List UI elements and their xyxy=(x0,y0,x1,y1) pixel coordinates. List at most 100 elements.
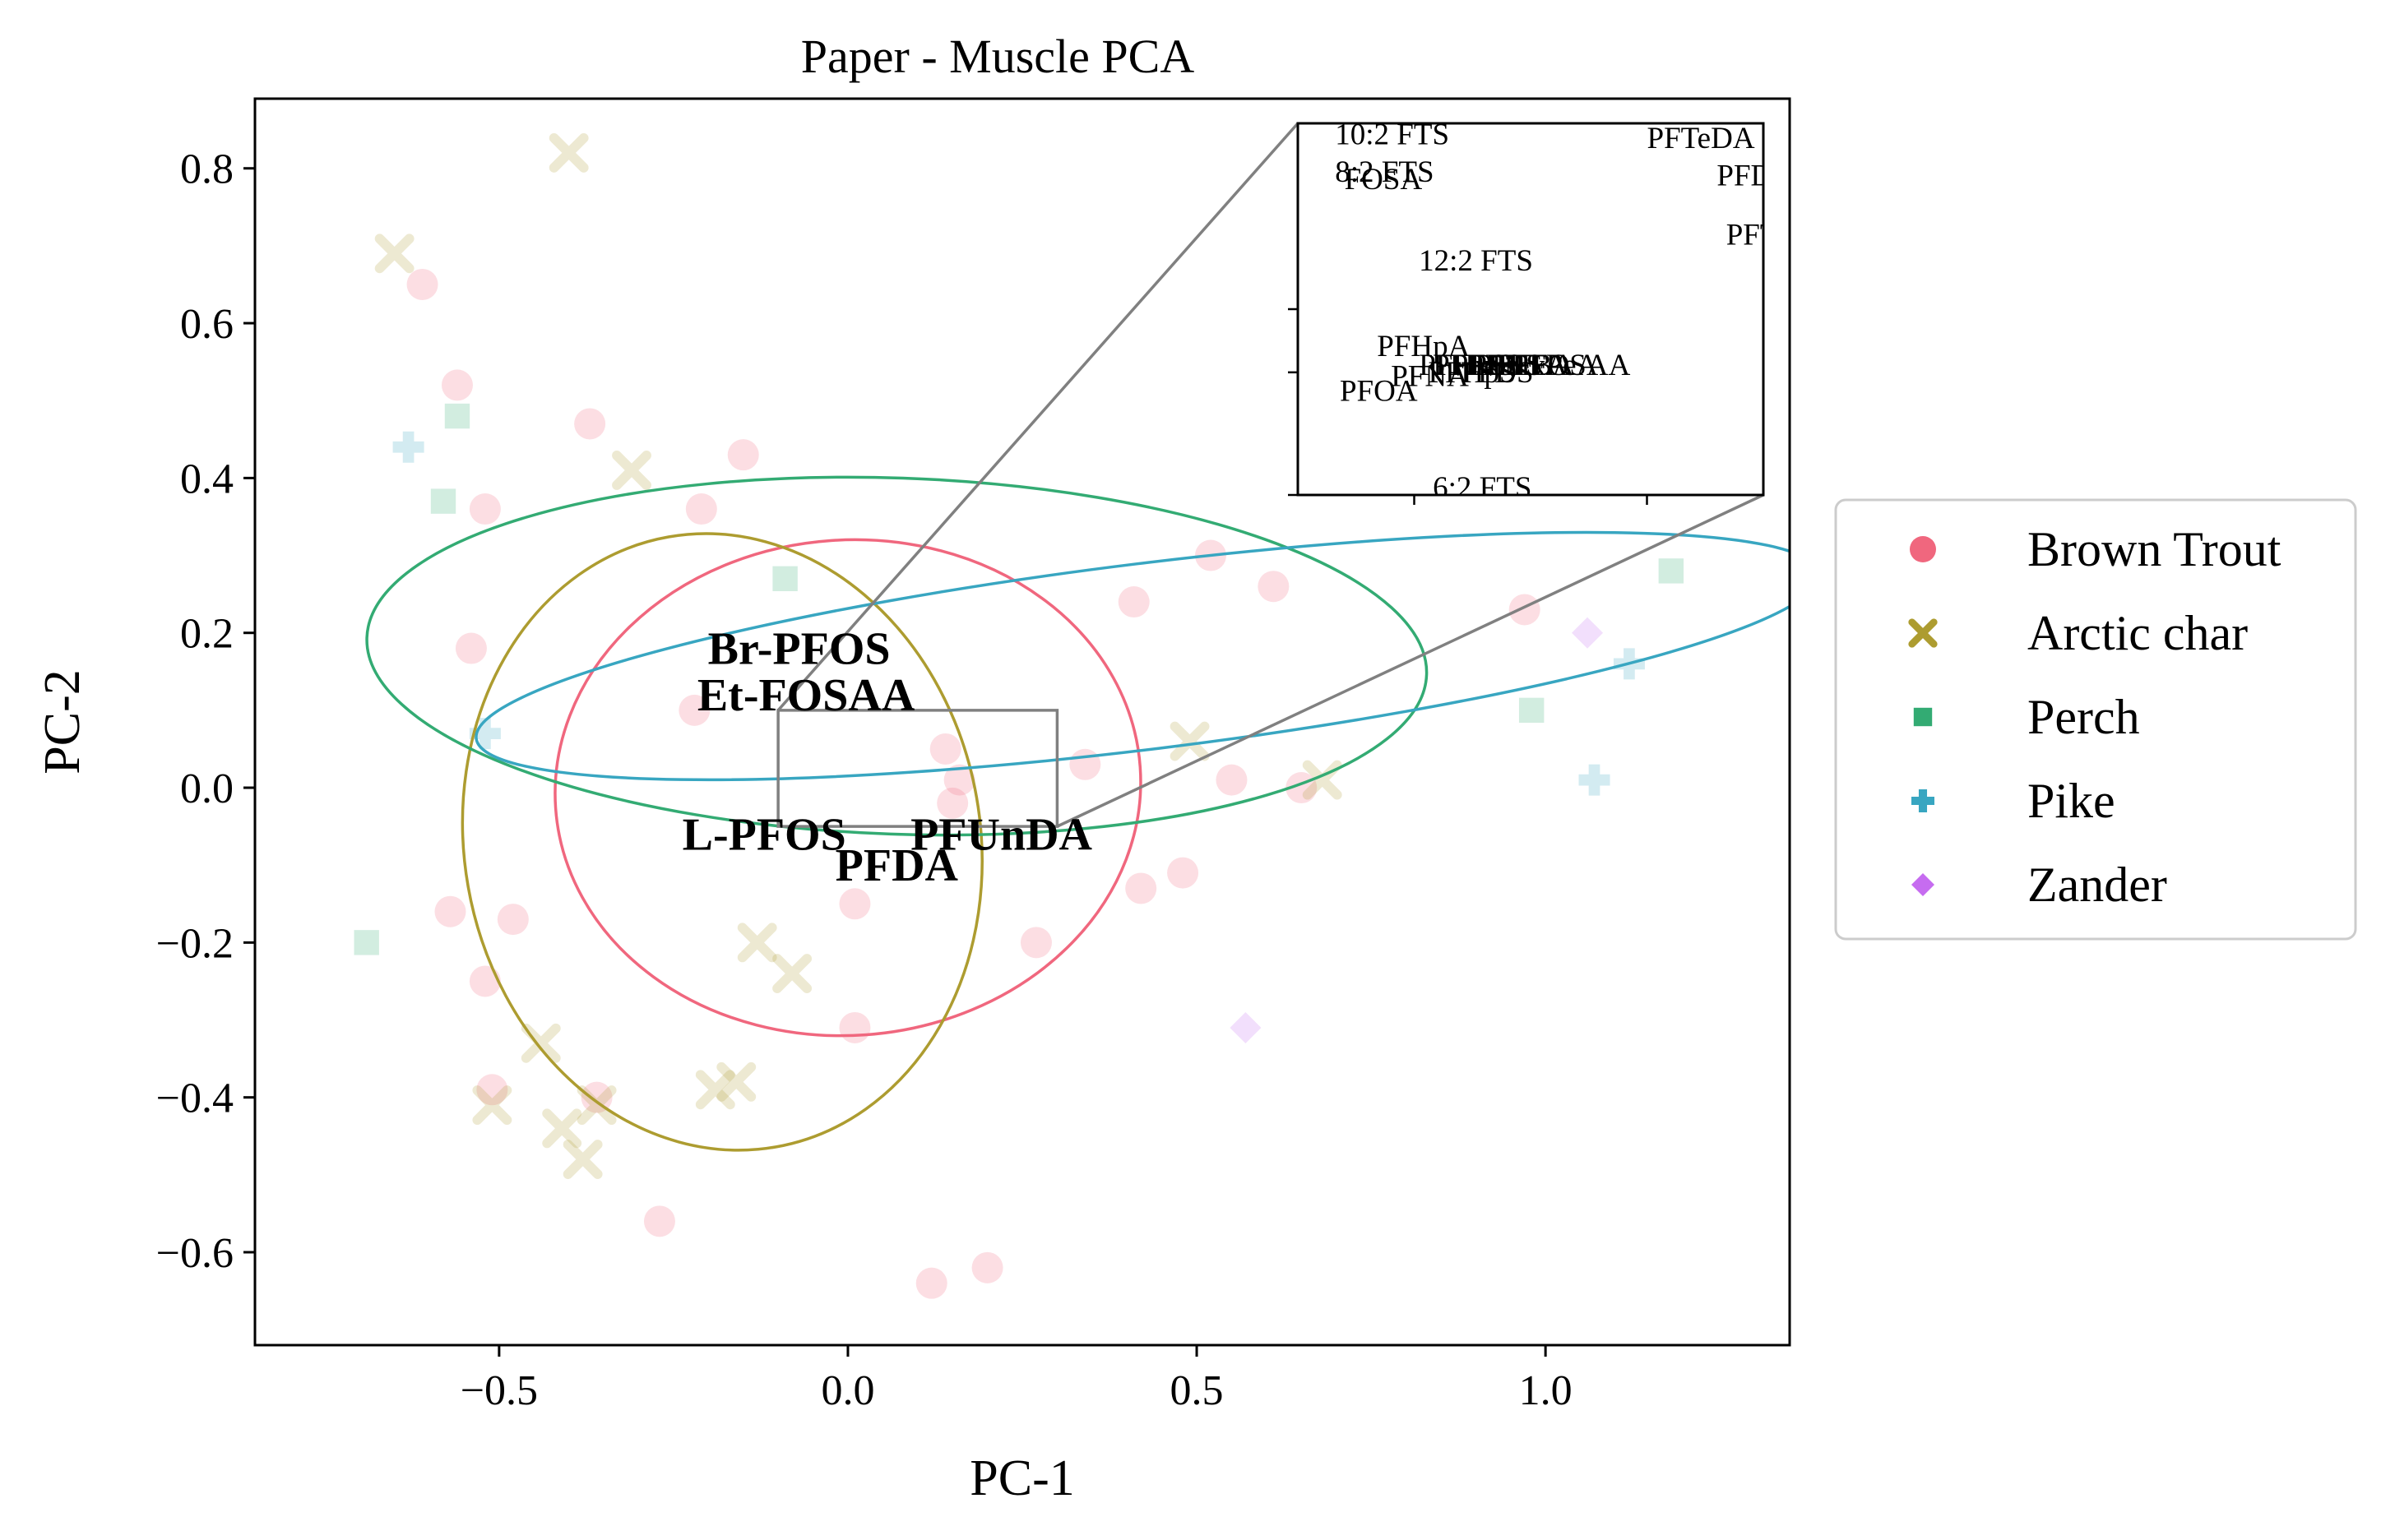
y-tick-label: −0.6 xyxy=(156,1230,234,1277)
inset-frame xyxy=(1296,122,1765,497)
inset-label: 12:2 FTS xyxy=(1419,244,1533,278)
ellipse-pike xyxy=(475,530,1790,782)
legend-marker-zander xyxy=(1911,873,1934,896)
point-perch xyxy=(1518,697,1545,724)
point-brown-trout xyxy=(1069,748,1101,780)
point-arctic-char xyxy=(737,923,777,963)
ellipse-brown-trout xyxy=(554,538,1142,1038)
inset-label: PFTrDA xyxy=(1726,219,1832,252)
point-arctic-char xyxy=(549,132,589,173)
point-perch xyxy=(772,566,798,592)
point-arctic-char xyxy=(472,1085,512,1126)
point-arctic-char xyxy=(563,1140,603,1179)
y-tick-label: 0.6 xyxy=(180,301,234,348)
x-tick-label: 1.0 xyxy=(1519,1367,1573,1414)
x-axis-label: PC-1 xyxy=(970,1450,1074,1506)
point-brown-trout xyxy=(643,1205,675,1237)
point-arctic-char xyxy=(612,451,651,490)
inset-label: PFOA xyxy=(1340,374,1418,408)
annotation-label: PFDA xyxy=(836,840,959,891)
y-tick-label: 0.0 xyxy=(180,765,234,812)
inset-label: FOSAA xyxy=(1531,349,1631,382)
point-brown-trout xyxy=(839,1011,871,1043)
point-brown-trout xyxy=(915,1267,947,1299)
inset-label: PFTeDA xyxy=(1647,122,1755,155)
point-brown-trout xyxy=(574,408,606,440)
point-brown-trout xyxy=(685,493,717,525)
inset-label: 8:2 FTS xyxy=(1335,155,1434,189)
point-pike xyxy=(1578,764,1610,796)
inset-label: FOSA xyxy=(1345,163,1423,197)
point-brown-trout xyxy=(1167,857,1199,889)
point-brown-trout xyxy=(581,1081,613,1113)
legend-label-perch: Perch xyxy=(2027,690,2140,744)
point-brown-trout xyxy=(1118,586,1150,618)
legend-label-zander: Zander xyxy=(2027,858,2167,912)
y-tick-label: −0.2 xyxy=(156,920,234,967)
zoom-connector-line xyxy=(776,122,1299,712)
legend-marker-arctic-char xyxy=(1908,618,1938,648)
chart-title: Paper - Muscle PCA xyxy=(801,30,1195,83)
legend: Brown Trout Arctic char Perch Pike Zander xyxy=(1834,498,2357,941)
y-tick-label: 0.2 xyxy=(180,611,234,658)
point-brown-trout xyxy=(727,439,759,471)
point-arctic-char xyxy=(772,954,813,993)
inset-label: PFDS xyxy=(1461,356,1533,390)
point-brown-trout xyxy=(455,632,487,664)
legend-marker-perch xyxy=(1913,707,1933,727)
point-brown-trout xyxy=(1508,594,1540,626)
annotation-label: Br-PFOS xyxy=(708,623,891,674)
x-tick-label: 0.0 xyxy=(821,1367,874,1414)
point-zander xyxy=(1572,617,1604,649)
point-brown-trout xyxy=(469,493,501,525)
zoom-region-box xyxy=(776,709,1059,828)
point-perch xyxy=(444,403,470,429)
point-pike xyxy=(469,718,501,750)
legend-entries: Brown Trout Arctic char Perch Pike Zander xyxy=(1908,522,2281,912)
point-arctic-char xyxy=(716,1061,757,1102)
inset-label: PFDoDA xyxy=(1716,159,1832,192)
point-brown-trout xyxy=(839,888,871,920)
inset-label: PFBA xyxy=(1498,349,1574,382)
inset-label: 6:2 FTS xyxy=(1433,471,1531,505)
inset-label: 10:2 FTS xyxy=(1335,118,1449,152)
y-axis-label: PC-2 xyxy=(35,669,90,774)
inset-label: PFHxA xyxy=(1475,349,1568,382)
inset-label: PFBS xyxy=(1452,349,1522,382)
point-brown-trout xyxy=(937,787,969,819)
inset-label: PFHxS xyxy=(1419,349,1507,382)
y-axis-ticks: 0.8 0.6 0.4 0.2 0.0 −0.2 −0.4 −0.6 xyxy=(156,146,255,1277)
point-brown-trout xyxy=(406,268,438,300)
y-tick-label: 0.4 xyxy=(180,456,234,502)
point-brown-trout xyxy=(497,904,529,936)
ellipse-perch xyxy=(365,475,1429,837)
y-tick-label: 0.8 xyxy=(180,146,234,193)
inset-label: PFPeA xyxy=(1512,349,1598,382)
legend-marker-pike xyxy=(1911,789,1934,812)
point-brown-trout xyxy=(1020,927,1052,959)
inset-label: PFPeS xyxy=(1433,349,1514,382)
zoom-connector-line xyxy=(1056,493,1764,828)
annotation-label: Et-FOSAA xyxy=(697,670,915,721)
point-brown-trout xyxy=(943,764,975,796)
confidence-ellipses xyxy=(365,475,1790,1152)
legend-frame xyxy=(1834,498,2357,941)
y-tick-label: −0.4 xyxy=(156,1075,234,1122)
inset-label: PFHpS xyxy=(1428,356,1516,390)
x-tick-label: 0.5 xyxy=(1170,1367,1224,1414)
point-brown-trout xyxy=(679,694,711,726)
legend-label-arctic-char: Arctic char xyxy=(2027,606,2248,660)
inset-label: PFNA xyxy=(1391,359,1469,393)
annotation-label: L-PFOS xyxy=(683,809,846,860)
point-brown-trout xyxy=(441,369,473,401)
point-perch xyxy=(1658,558,1684,584)
point-brown-trout xyxy=(971,1251,1003,1283)
point-brown-trout xyxy=(1216,764,1248,796)
plot-frame xyxy=(253,97,1791,1347)
point-arctic-char xyxy=(374,234,415,274)
point-brown-trout xyxy=(1125,872,1157,904)
x-tick-label: −0.5 xyxy=(461,1367,538,1414)
